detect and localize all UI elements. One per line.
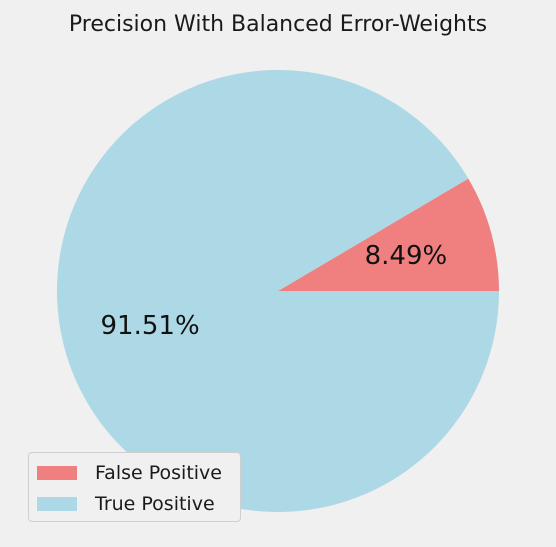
- legend-label-false-positive: False Positive: [95, 462, 222, 484]
- legend: False Positive True Positive: [28, 452, 241, 522]
- legend-label-true-positive: True Positive: [95, 493, 215, 515]
- pie-slice-false-positive: [278, 178, 499, 291]
- pie-slice-true-positive: [57, 69, 500, 512]
- pie-label-true-positive: 91.51%: [101, 311, 200, 341]
- legend-item-true-positive: True Positive: [37, 493, 215, 515]
- chart-title: Precision With Balanced Error-Weights: [68, 12, 488, 37]
- pie-label-false-positive: 8.49%: [365, 241, 448, 271]
- legend-item-false-positive: False Positive: [37, 462, 222, 484]
- legend-swatch-false-positive: [37, 466, 77, 480]
- legend-swatch-true-positive: [37, 497, 77, 511]
